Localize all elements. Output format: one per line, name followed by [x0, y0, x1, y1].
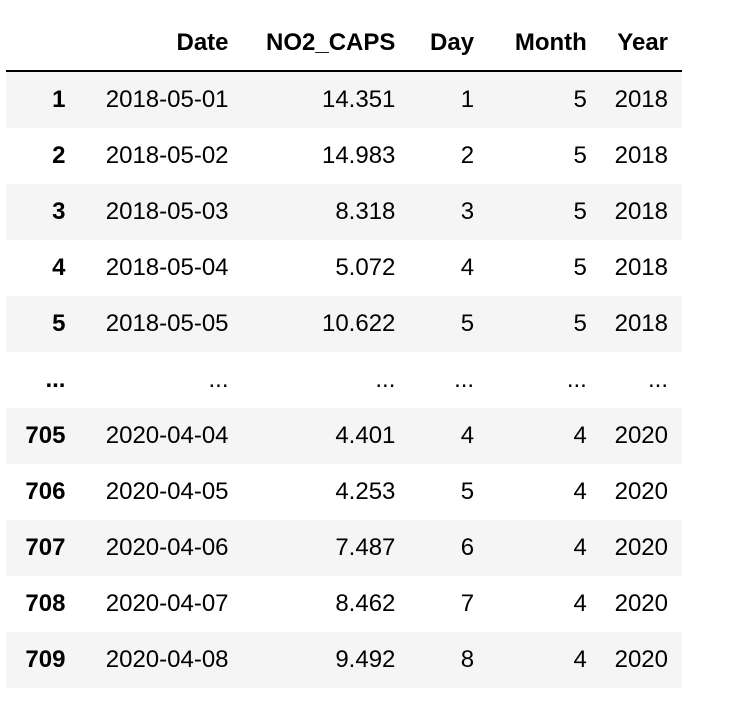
cell-month: 4 — [573, 590, 587, 617]
cell-day: 7 — [460, 590, 475, 617]
ellipsis-row: ... ... ... ... ... ... — [6, 352, 682, 408]
cell-month: ... — [566, 366, 587, 393]
cell-year: 2018 — [614, 254, 668, 281]
cell-no2-caps: 14.983 — [321, 142, 396, 169]
table-row: 3 2018-05-03 8.318 3 5 2018 — [6, 184, 682, 240]
table-row: 705 2020-04-04 4.401 4 4 2020 — [6, 408, 682, 464]
cell-no2-caps: ... — [375, 366, 396, 393]
cell-day: 3 — [460, 198, 475, 225]
cell-day: 4 — [460, 422, 475, 449]
row-index: 1 — [52, 86, 66, 113]
cell-month: 5 — [573, 86, 587, 113]
cell-no2-caps: 10.622 — [321, 310, 396, 337]
table-row: 707 2020-04-06 7.487 6 4 2020 — [6, 520, 682, 576]
cell-day: 5 — [460, 310, 475, 337]
cell-date: 2020-04-06 — [105, 534, 229, 561]
cell-year: 2020 — [614, 478, 668, 505]
cell-no2-caps: 14.351 — [321, 86, 396, 113]
cell-date: 2018-05-05 — [105, 310, 229, 337]
header-date: Date — [79, 15, 243, 72]
row-index: 707 — [25, 534, 66, 561]
cell-month: 4 — [573, 646, 587, 673]
cell-date: 2018-05-02 — [105, 142, 229, 169]
cell-year: 2020 — [614, 590, 668, 617]
table-header: Date NO2_CAPS Day Month Year — [6, 15, 682, 72]
cell-month: 5 — [573, 310, 587, 337]
cell-date: 2020-04-08 — [105, 646, 229, 673]
cell-day: 5 — [460, 478, 475, 505]
cell-date: 2020-04-07 — [105, 590, 229, 617]
cell-year: 2020 — [614, 646, 668, 673]
table-row: 706 2020-04-05 4.253 5 4 2020 — [6, 464, 682, 520]
cell-date: 2020-04-05 — [105, 478, 229, 505]
row-index: 3 — [52, 198, 66, 225]
table-row: 5 2018-05-05 10.622 5 5 2018 — [6, 296, 682, 352]
cell-date: 2020-04-04 — [105, 422, 229, 449]
cell-date: ... — [208, 366, 229, 393]
cell-month: 4 — [573, 534, 587, 561]
cell-year: 2018 — [614, 198, 668, 225]
cell-date: 2018-05-03 — [105, 198, 229, 225]
cell-month: 5 — [573, 254, 587, 281]
cell-no2-caps: 8.462 — [335, 590, 396, 617]
table-body: 1 2018-05-01 14.351 1 5 2018 2 2018-05-0… — [6, 71, 682, 688]
header-row: Date NO2_CAPS Day Month Year — [6, 15, 682, 72]
cell-no2-caps: 5.072 — [335, 254, 396, 281]
cell-year: ... — [647, 366, 668, 393]
cell-day: 2 — [460, 142, 475, 169]
cell-day: ... — [454, 366, 475, 393]
row-index: 4 — [52, 254, 66, 281]
cell-no2-caps: 4.401 — [335, 422, 396, 449]
header-month: Month — [488, 15, 601, 72]
cell-month: 4 — [573, 422, 587, 449]
row-index: ... — [45, 366, 66, 393]
header-index — [6, 15, 80, 72]
cell-month: 5 — [573, 198, 587, 225]
header-no2-caps: NO2_CAPS — [242, 15, 410, 72]
cell-no2-caps: 8.318 — [335, 198, 396, 225]
table-row: 1 2018-05-01 14.351 1 5 2018 — [6, 71, 682, 128]
cell-no2-caps: 7.487 — [335, 534, 396, 561]
cell-day: 4 — [460, 254, 475, 281]
cell-year: 2018 — [614, 310, 668, 337]
cell-date: 2018-05-01 — [105, 86, 229, 113]
cell-day: 6 — [460, 534, 475, 561]
row-index: 705 — [25, 422, 66, 449]
cell-month: 5 — [573, 142, 587, 169]
cell-day: 1 — [460, 86, 475, 113]
cell-day: 8 — [460, 646, 475, 673]
header-year: Year — [600, 15, 682, 72]
cell-year: 2018 — [614, 86, 668, 113]
table-row: 2 2018-05-02 14.983 2 5 2018 — [6, 128, 682, 184]
cell-year: 2018 — [614, 142, 668, 169]
row-index: 2 — [52, 142, 66, 169]
row-index: 708 — [25, 590, 66, 617]
table-row: 709 2020-04-08 9.492 8 4 2020 — [6, 632, 682, 688]
cell-year: 2020 — [614, 534, 668, 561]
row-index: 709 — [25, 646, 66, 673]
cell-no2-caps: 4.253 — [335, 478, 396, 505]
cell-no2-caps: 9.492 — [335, 646, 396, 673]
row-index: 706 — [25, 478, 66, 505]
table-row: 4 2018-05-04 5.072 4 5 2018 — [6, 240, 682, 296]
dataframe-table: Date NO2_CAPS Day Month Year 1 2018-05-0… — [6, 15, 682, 688]
cell-date: 2018-05-04 — [105, 254, 229, 281]
cell-year: 2020 — [614, 422, 668, 449]
header-day: Day — [409, 15, 489, 72]
cell-month: 4 — [573, 478, 587, 505]
table-row: 708 2020-04-07 8.462 7 4 2020 — [6, 576, 682, 632]
row-index: 5 — [52, 310, 66, 337]
